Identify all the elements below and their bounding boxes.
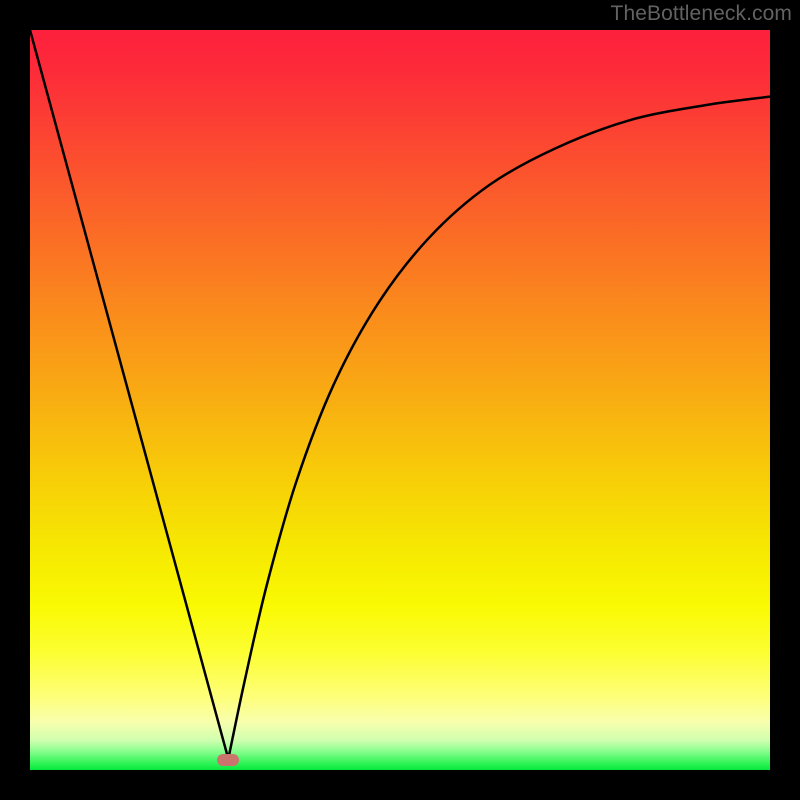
chart-svg — [30, 30, 770, 770]
minimum-marker — [217, 754, 239, 766]
chart-background — [30, 30, 770, 770]
watermark-text: TheBottleneck.com — [611, 2, 792, 26]
plot-area — [30, 30, 770, 770]
